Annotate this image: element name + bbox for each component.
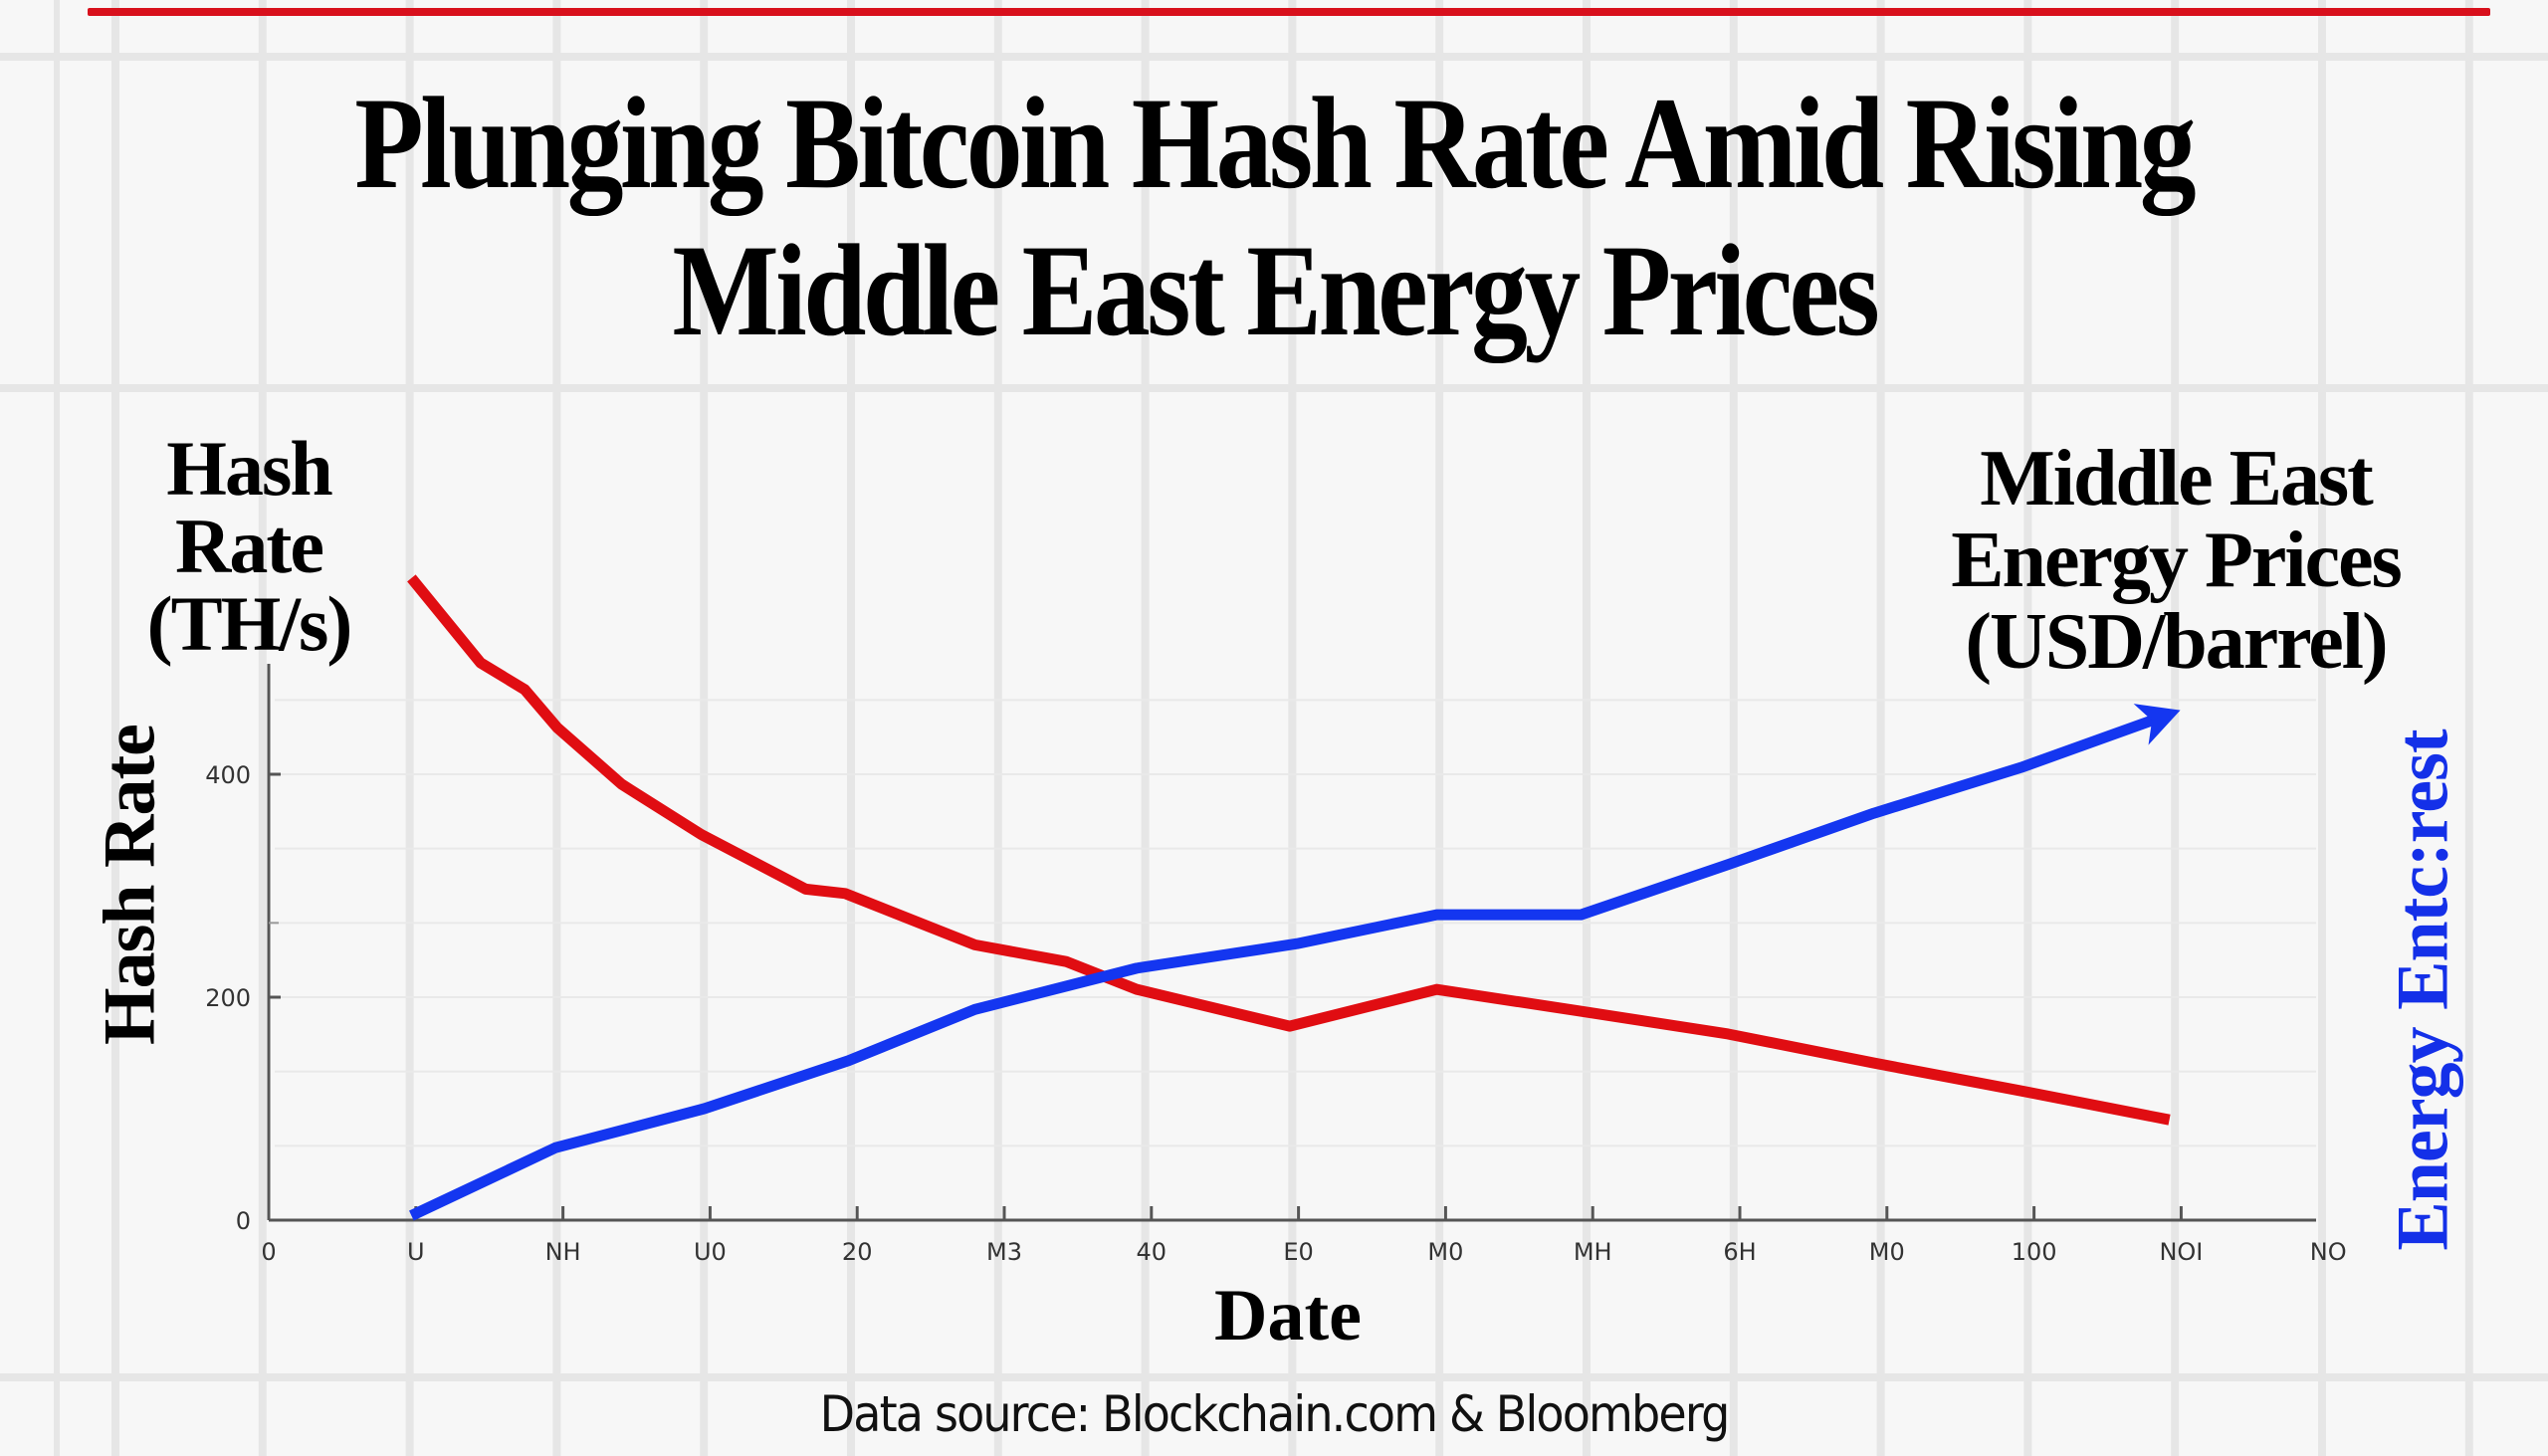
paper-grid-vertical [1729, 0, 1738, 1456]
x-tick-label: 20 [842, 1238, 873, 1266]
paper-grid-vertical [2171, 0, 2180, 1456]
right-header-line-1: Middle East [1980, 435, 2374, 522]
hash-rate-line [407, 574, 2171, 1126]
x-tick-label: E0 [1283, 1238, 1313, 1266]
x-tick-label: 0 [261, 1238, 276, 1266]
paper-grid-vertical [111, 0, 119, 1456]
arrowhead-icon [2133, 704, 2181, 745]
paper-grid-horizontal [0, 53, 2548, 61]
paper-grid-vertical [2464, 0, 2473, 1456]
x-tick-label: NO [2310, 1238, 2347, 1266]
paper-grid-vertical [1876, 0, 1885, 1456]
chart-title-text-2: Middle East Energy Prices [672, 217, 1879, 363]
left-header-line-1: Hash [166, 425, 332, 512]
data-source-text: Data source: Blockchain.com & Bloomberg [819, 1385, 1731, 1443]
chart-title-line-2: Middle East Energy Prices [0, 225, 2548, 356]
left-header-line-2: Rate [175, 503, 324, 589]
x-tick-label: NH [545, 1238, 581, 1266]
paper-grid-vertical [2023, 0, 2032, 1456]
x-tick-label: M0 [1869, 1238, 1905, 1266]
x-tick-label: 100 [2012, 1238, 2057, 1266]
data-source-note: Data source: Blockchain.com & Bloomberg [0, 1385, 2548, 1443]
paper-grid-vertical [258, 0, 267, 1456]
paper-grid-vertical [54, 0, 60, 1456]
paper-grid-vertical [1435, 0, 1444, 1456]
x-tick-label: NOI [2159, 1238, 2203, 1266]
paper-grid-vertical [1288, 0, 1297, 1456]
paper-grid-horizontal [0, 1373, 2548, 1381]
chart-title-text-1: Plunging Bitcoin Hash Rate Amid Rising [354, 70, 2197, 216]
right-axis-header: Middle East Energy Prices (USD/barrel) [1877, 438, 2474, 683]
paper-grid-vertical [847, 0, 855, 1456]
x-axis-label: Date [1214, 1275, 1362, 1356]
x-tick-label: M0 [1427, 1238, 1463, 1266]
x-tick-label: M3 [986, 1238, 1022, 1266]
paper-grid-vertical [2318, 0, 2326, 1456]
left-header-line-3: (TH/s) [146, 580, 353, 667]
paper-grid-vertical [1583, 0, 1591, 1456]
energy-price-series [409, 704, 2181, 1221]
right-header-line-3: (USD/barrel) [1965, 598, 2388, 686]
paper-grid-vertical [700, 0, 709, 1456]
x-tick-label: U0 [694, 1238, 727, 1266]
title-accent-rule [88, 8, 2490, 16]
hash-rate-series [407, 574, 2171, 1126]
y-tick-label: 400 [205, 761, 251, 789]
x-tick-label: 6H [1723, 1238, 1756, 1266]
y-tick-label: 200 [205, 984, 251, 1012]
x-tick-label: 40 [1137, 1238, 1168, 1266]
x-tick-label: U [407, 1238, 425, 1266]
paper-grid-vertical [405, 0, 414, 1456]
left-axis-header: Hash Rate (TH/s) [100, 430, 398, 663]
paper-grid-vertical [993, 0, 1002, 1456]
x-tick-label: MH [1574, 1238, 1612, 1266]
chart-title-line-1: Plunging Bitcoin Hash Rate Amid Rising [0, 78, 2548, 209]
y-tick-label: 0 [236, 1207, 251, 1235]
paper-grid-horizontal [0, 384, 2548, 392]
paper-grid-vertical [1141, 0, 1150, 1456]
right-header-line-2: Energy Prices [1951, 517, 2403, 604]
energy-price-line [409, 711, 2166, 1221]
